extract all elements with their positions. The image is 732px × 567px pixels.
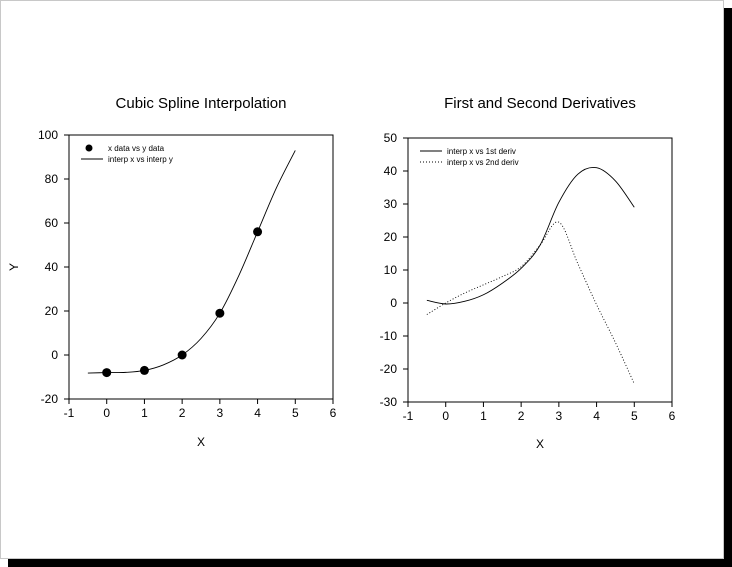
x-tick-label: 3 [556,409,563,423]
x-axis-label: X [197,435,205,449]
x-tick-label: -1 [403,409,414,423]
series-line-2 [87,150,296,374]
y-tick-label: -20 [41,392,59,406]
x-tick-label: 5 [292,406,299,420]
y-tick-label: 10 [384,263,398,277]
y-tick-label: -20 [380,362,398,376]
chart-2: First and Second Derivatives-1 0 1 2 3 4 5 6-30… [380,95,676,451]
y-tick-label: 40 [384,164,398,178]
x-axis-label: X [536,437,544,451]
y-tick-label: 40 [45,260,59,274]
x-tick-label: 6 [330,406,337,420]
y-tick-label: -30 [380,395,398,409]
x-tick-label: -1 [64,406,75,420]
legend: interp x vs 1st deriv interp x vs 2nd der… [420,147,519,167]
y-tick-label: 30 [384,197,398,211]
page-shadow-bottom [8,559,732,567]
chart-1: Cubic Spline Interpolation -1 0 1 2 3 4 5 6 -20 0 2… [7,95,337,449]
legend-marker [85,144,93,152]
y-tick-label: 60 [45,216,59,230]
y-tick-label: 100 [38,128,58,142]
x-tick-label: 2 [518,409,525,423]
y-tick-label: 0 [390,296,397,310]
legend-label: interp x vs 1st deriv [447,147,516,156]
legend-label: interp x vs interp y [108,155,173,164]
x-tick-label: 2 [179,406,186,420]
y-tick-label: 50 [384,131,398,145]
y-axis-label: Y [7,263,21,271]
x-tick-label: 0 [103,406,110,420]
y-tick-label: 0 [51,348,58,362]
plot-frame [407,137,673,403]
page-background [0,0,724,559]
legend: x data vs y data interp x vs interp y [81,144,173,164]
x-tick-label: 4 [254,406,261,420]
x-tick-label: 3 [217,406,224,420]
chart-title: First and Second Derivatives [444,95,636,112]
chart-title: Cubic Spline Interpolation [116,95,287,112]
page-shadow-right [724,8,732,567]
series-line-1 [426,166,635,305]
x-tick-label: 0 [442,409,449,423]
x-tick-label: 6 [669,409,676,423]
legend-label: x data vs y data [108,144,165,153]
x-tick-label: 4 [593,409,600,423]
x-tick-label: 1 [480,409,487,423]
x-tick-label: 1 [141,406,148,420]
y-tick-label: 80 [45,172,59,186]
y-tick-label: 20 [384,230,398,244]
x-tick-label: 5 [631,409,638,423]
legend-label: interp x vs 2nd deriv [447,158,519,167]
y-tick-label: 20 [45,304,59,318]
plot-frame [68,134,334,400]
y-tick-label: -10 [380,329,398,343]
